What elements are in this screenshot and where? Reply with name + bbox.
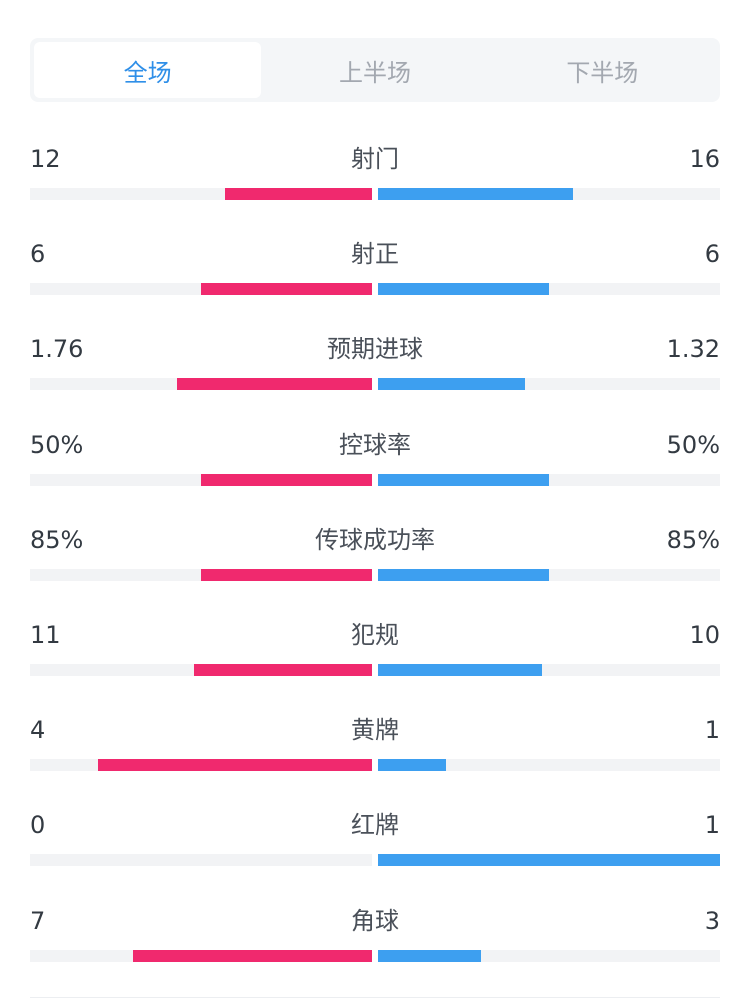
away-bar-track bbox=[378, 854, 720, 867]
home-bar-fill bbox=[201, 473, 372, 486]
stat-label: 射门 bbox=[351, 145, 399, 173]
stat-label: 射正 bbox=[351, 240, 399, 269]
home-bar-fill bbox=[201, 283, 372, 296]
divider bbox=[30, 997, 720, 998]
stat-label: 传球成功率 bbox=[315, 525, 435, 554]
home-value: 4 bbox=[30, 716, 46, 745]
away-value: 85% bbox=[666, 525, 720, 554]
home-bar-track bbox=[30, 854, 372, 867]
away-value: 6 bbox=[704, 240, 720, 269]
away-bar-fill bbox=[378, 378, 525, 391]
stat-row: 85% 传球成功率 85% bbox=[30, 524, 720, 594]
home-bar-track bbox=[30, 664, 372, 676]
stat-row: 4 黄牌 1 bbox=[30, 714, 720, 784]
away-bar-track bbox=[378, 473, 720, 486]
away-bar-fill bbox=[378, 568, 549, 581]
away-value: 50% bbox=[666, 430, 720, 459]
stat-row: 1.76 预期进球 1.32 bbox=[30, 333, 720, 403]
away-value: 1.32 bbox=[666, 335, 720, 364]
stat-label: 预期进球 bbox=[327, 335, 423, 364]
home-value: 50% bbox=[30, 430, 84, 459]
away-bar-track bbox=[378, 188, 720, 200]
home-bar-fill bbox=[98, 759, 372, 772]
stat-row: 12 射门 16 bbox=[30, 143, 720, 213]
away-bar-track bbox=[378, 759, 720, 772]
period-tabs: 全场 上半场 下半场 bbox=[30, 38, 720, 102]
stat-row: 7 角球 3 bbox=[30, 905, 720, 975]
home-bar-track bbox=[30, 759, 372, 772]
stat-label: 黄牌 bbox=[351, 716, 399, 745]
stat-label: 犯规 bbox=[351, 621, 399, 649]
away-value: 16 bbox=[689, 145, 720, 173]
home-bar-fill bbox=[225, 188, 372, 200]
away-bar-fill bbox=[378, 664, 542, 676]
stat-row: 11 犯规 10 bbox=[30, 619, 720, 689]
stat-row: 50% 控球率 50% bbox=[30, 429, 720, 499]
away-bar-fill bbox=[378, 188, 573, 200]
home-value: 0 bbox=[30, 811, 46, 840]
away-bar-fill bbox=[378, 949, 481, 962]
home-bar-fill bbox=[194, 664, 372, 676]
away-bar-fill bbox=[378, 759, 446, 772]
home-value: 6 bbox=[30, 240, 46, 269]
away-bar-fill bbox=[378, 283, 549, 296]
home-bar-fill bbox=[201, 568, 372, 581]
home-value: 12 bbox=[30, 145, 61, 173]
away-bar-fill bbox=[378, 854, 720, 867]
home-value: 7 bbox=[30, 906, 46, 935]
away-value: 3 bbox=[704, 906, 720, 935]
stat-label: 红牌 bbox=[351, 811, 399, 840]
home-bar-track bbox=[30, 188, 372, 200]
home-bar-fill bbox=[133, 949, 372, 962]
home-bar-fill bbox=[177, 378, 372, 391]
stat-row: 6 射正 6 bbox=[30, 238, 720, 308]
home-value: 85% bbox=[30, 525, 84, 554]
home-bar-track bbox=[30, 568, 372, 581]
away-bar-fill bbox=[378, 473, 549, 486]
away-bar-track bbox=[378, 283, 720, 296]
home-bar-track bbox=[30, 949, 372, 962]
tab-first-half[interactable]: 上半场 bbox=[338, 58, 411, 87]
home-bar-track bbox=[30, 473, 372, 486]
away-value: 10 bbox=[689, 621, 720, 649]
away-value: 1 bbox=[704, 811, 720, 840]
away-bar-track bbox=[378, 378, 720, 391]
stat-label: 控球率 bbox=[339, 430, 411, 459]
home-value: 11 bbox=[30, 621, 61, 649]
home-bar-track bbox=[30, 283, 372, 296]
stat-label: 角球 bbox=[351, 906, 399, 935]
away-bar-track bbox=[378, 568, 720, 581]
stat-row: 0 红牌 1 bbox=[30, 809, 720, 879]
away-bar-track bbox=[378, 949, 720, 962]
away-bar-track bbox=[378, 664, 720, 676]
away-value: 1 bbox=[704, 716, 720, 745]
home-bar-track bbox=[30, 378, 372, 391]
home-value: 1.76 bbox=[30, 335, 84, 364]
tab-second-half[interactable]: 下半场 bbox=[566, 58, 639, 87]
tab-full-match[interactable]: 全场 bbox=[34, 42, 262, 98]
